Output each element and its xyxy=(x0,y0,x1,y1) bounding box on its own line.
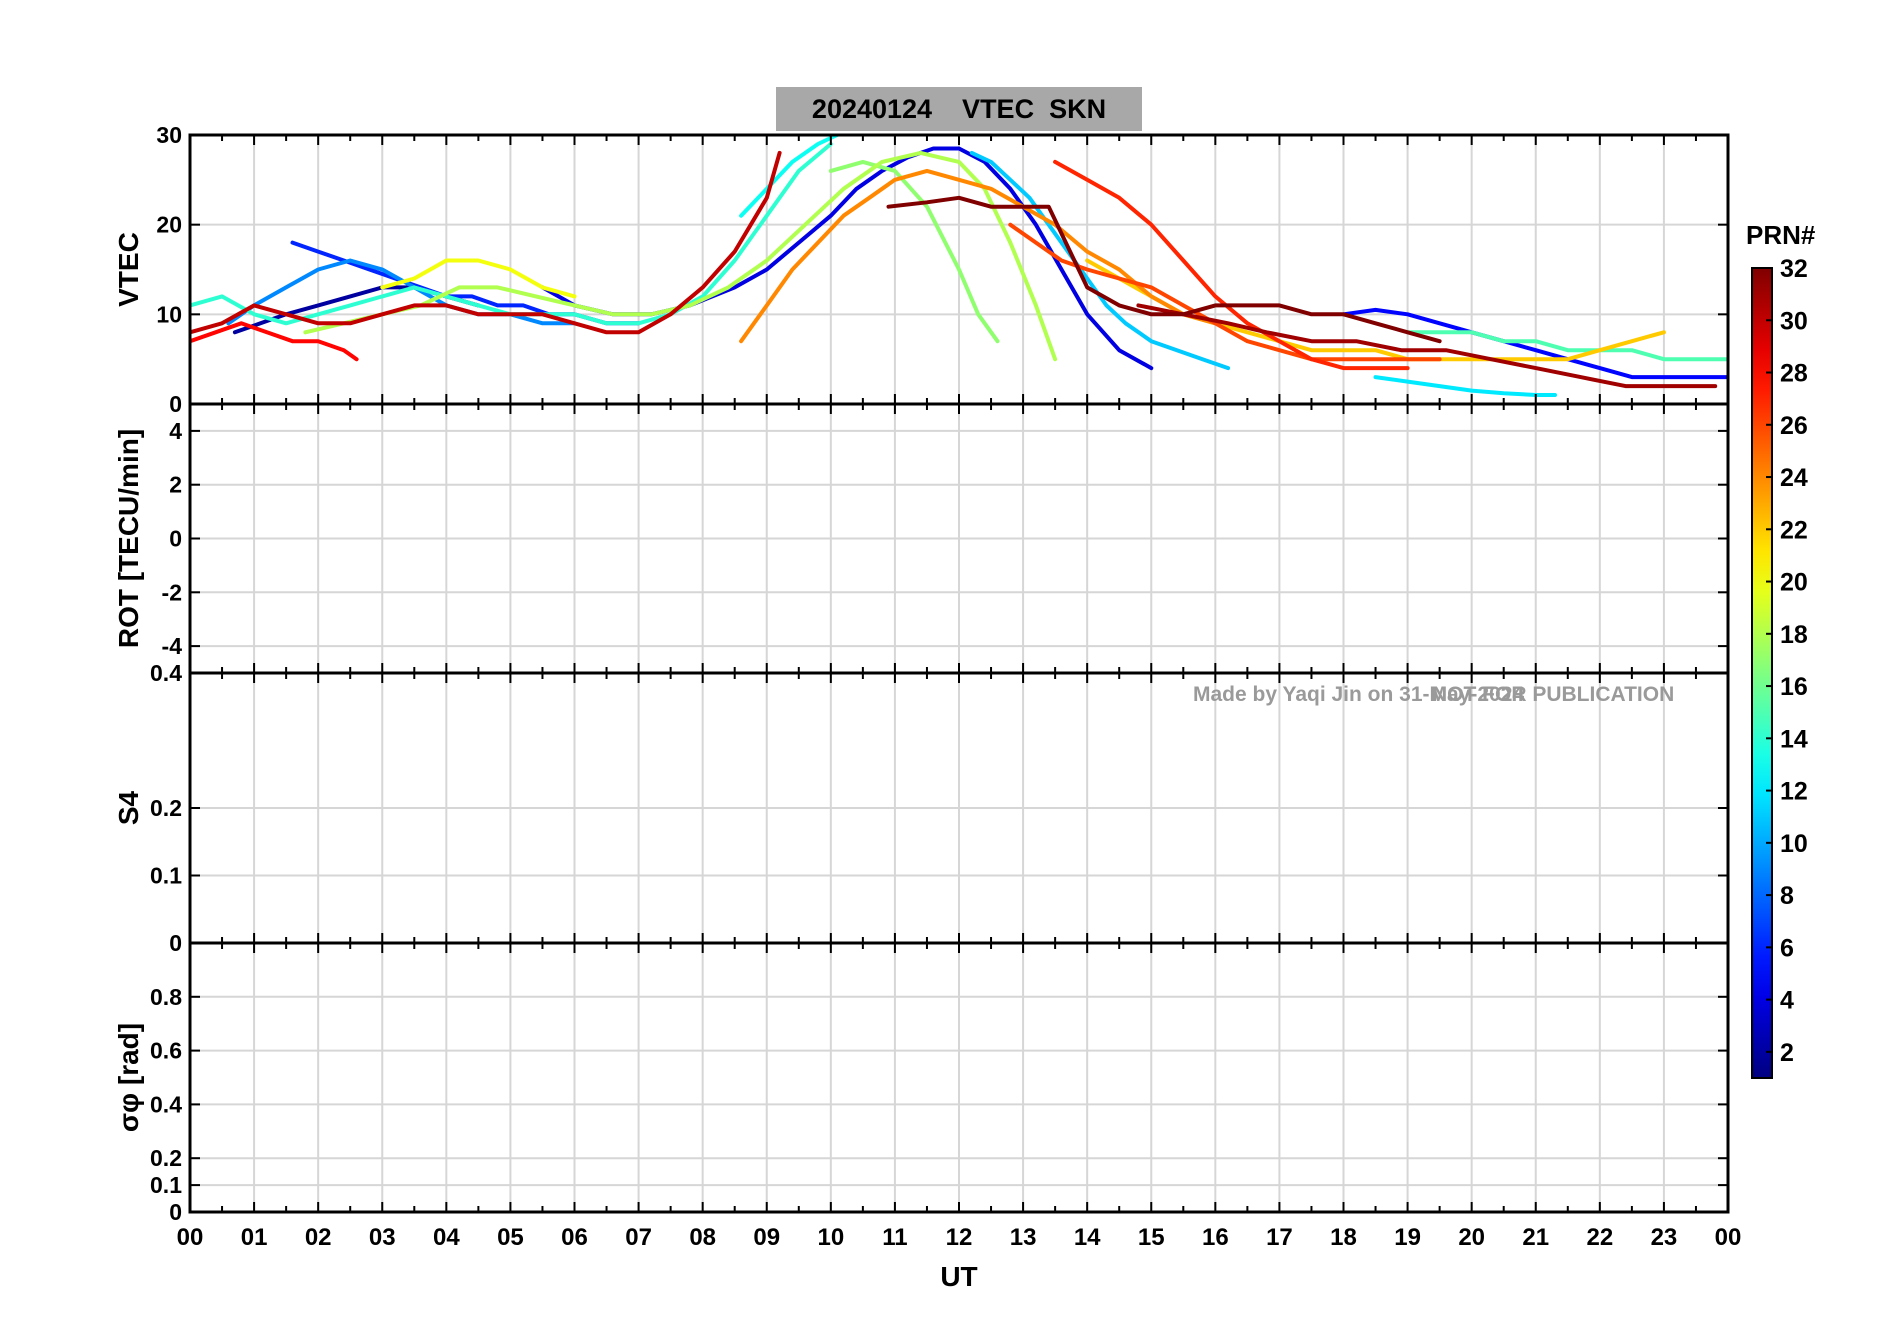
series-line-prn-24 xyxy=(739,168,1218,344)
y-tick-label: 0 xyxy=(169,391,182,417)
y-tick-label: 0.4 xyxy=(150,1091,182,1117)
colorbar-tick-label: 10 xyxy=(1780,830,1808,858)
series-line-prn-20 xyxy=(380,258,577,299)
y-axis-label-rot: ROT [TECU/min] xyxy=(113,429,144,648)
colorbar-tick-label: 24 xyxy=(1780,464,1808,492)
series-line-prn-26 xyxy=(1008,222,1442,362)
series-line-prn-17 xyxy=(828,159,1000,344)
x-tick-label: 08 xyxy=(689,1224,716,1251)
series-line-prn-30 xyxy=(190,150,782,335)
x-tick-label: 07 xyxy=(625,1224,652,1251)
y-tick-label: 0.2 xyxy=(150,795,182,821)
x-tick-label: 19 xyxy=(1394,1224,1421,1251)
chart-title: 20240124 VTEC SKN xyxy=(812,94,1106,124)
y-tick-label: 4 xyxy=(169,418,182,444)
x-tick-label: 17 xyxy=(1266,1224,1293,1251)
x-tick-label: 23 xyxy=(1651,1224,1678,1251)
x-tick-label: 00 xyxy=(177,1224,204,1251)
series-group xyxy=(190,135,1728,397)
y-axis-label-sigma: σφ [rad] xyxy=(113,1023,144,1132)
y-tick-label: 30 xyxy=(156,122,182,148)
colorbar-tick-label: 20 xyxy=(1780,569,1808,597)
series-line-prn-18 xyxy=(303,150,1058,362)
y-tick-label: 10 xyxy=(156,301,182,327)
x-tick-label: 16 xyxy=(1202,1224,1229,1251)
x-tick-label: 15 xyxy=(1138,1224,1165,1251)
y-tick-label: 0.1 xyxy=(150,1172,182,1198)
panel-vtec: 0 10 20 30 VTEC xyxy=(113,122,1730,417)
y-tick-label: 0 xyxy=(169,526,182,552)
x-tick-label: 22 xyxy=(1586,1224,1613,1251)
y-tick-label: 20 xyxy=(156,212,182,238)
x-tick-label: 14 xyxy=(1074,1224,1101,1251)
watermark-notice: NOT FOR PUBLICATION xyxy=(1432,683,1674,706)
x-tick-label: 05 xyxy=(497,1224,524,1251)
y-tick-label: -2 xyxy=(162,579,182,605)
y-axis-label-vtec: VTEC xyxy=(113,232,144,307)
colorbar-tick-label: 30 xyxy=(1780,307,1808,335)
x-tick-label: 01 xyxy=(241,1224,268,1251)
x-tick-label: 02 xyxy=(305,1224,332,1251)
x-tick-label: 00 xyxy=(1715,1224,1742,1251)
panel-rot: -4 -2 0 2 4 ROT [TECU/min] xyxy=(113,402,1730,675)
colorbar-tick-label: 14 xyxy=(1780,725,1808,753)
colorbar-gradient xyxy=(1751,267,1773,1079)
series-line-prn-13 xyxy=(739,135,840,218)
x-tick-label: 09 xyxy=(753,1224,780,1251)
x-tick-labels: 00 01 02 03 04 05 06 07 08 09 10 11 12 13 14 15 16 17 18 19… xyxy=(177,1224,1742,1251)
y-tick-label: 0.8 xyxy=(150,984,182,1010)
x-tick-label: 06 xyxy=(561,1224,588,1251)
x-tick-label: 11 xyxy=(882,1224,907,1251)
colorbar-tick-label: 6 xyxy=(1780,934,1794,962)
series-line-prn-28 xyxy=(190,321,359,362)
colorbar-tick-label: 22 xyxy=(1780,516,1808,544)
x-axis-label: UT xyxy=(940,1261,977,1292)
series-line-prn-27 xyxy=(1053,159,1410,371)
colorbar-tick-label: 8 xyxy=(1780,882,1794,910)
x-tick-label: 18 xyxy=(1330,1224,1357,1251)
x-tick-label: 13 xyxy=(1010,1224,1037,1251)
colorbar-tick-label: 32 xyxy=(1780,255,1808,283)
series-line-prn-15 xyxy=(1405,330,1728,362)
y-tick-label: 0.1 xyxy=(150,863,182,889)
series-line-prn-31 xyxy=(1136,303,1718,389)
y-axis-label-s4: S4 xyxy=(113,790,144,825)
x-tick-label: 21 xyxy=(1522,1224,1549,1251)
y-tick-label: 0.2 xyxy=(150,1145,182,1171)
colorbar-tick-label: 12 xyxy=(1780,778,1808,806)
y-tick-label: 0 xyxy=(169,930,182,956)
panel-s4: 0 0.1 0.2 0.4 S4 xyxy=(113,660,1730,956)
colorbar-tick-label: 26 xyxy=(1780,412,1808,440)
panel-sigma: 00.10.2 0.4 0.6 0.8σφ [rad] xyxy=(113,941,1730,1225)
x-tick-label: 03 xyxy=(369,1224,396,1251)
series-line-prn-32 xyxy=(886,195,1442,344)
x-tick-label: 04 xyxy=(433,1224,460,1251)
x-tick-label: 10 xyxy=(817,1224,844,1251)
chart-title-box: 20240124 VTEC SKN xyxy=(776,87,1142,131)
y-tick-label: -4 xyxy=(162,633,183,659)
y-tick-label: 0 xyxy=(169,1199,182,1225)
colorbar-tick-label: 18 xyxy=(1780,621,1808,649)
y-tick-label: 2 xyxy=(169,472,182,498)
colorbar-tick-label: 16 xyxy=(1780,673,1808,701)
colorbar-tick-label: 2 xyxy=(1780,1039,1794,1067)
y-tick-label: 0.6 xyxy=(150,1038,182,1064)
x-tick-label: 20 xyxy=(1458,1224,1485,1251)
y-tick-label: 0.4 xyxy=(150,660,182,686)
watermark-author: Made by Yaqi Jin on 31-May-2024 xyxy=(1193,683,1524,706)
x-tick-label: 12 xyxy=(946,1224,973,1251)
series-line-prn-11 xyxy=(969,150,1231,371)
colorbar-label: PRN# xyxy=(1746,220,1816,250)
series-line-prn-5 xyxy=(1341,307,1728,380)
colorbar-tick-label: 4 xyxy=(1780,987,1794,1015)
colorbar-tick-label: 28 xyxy=(1780,360,1808,388)
